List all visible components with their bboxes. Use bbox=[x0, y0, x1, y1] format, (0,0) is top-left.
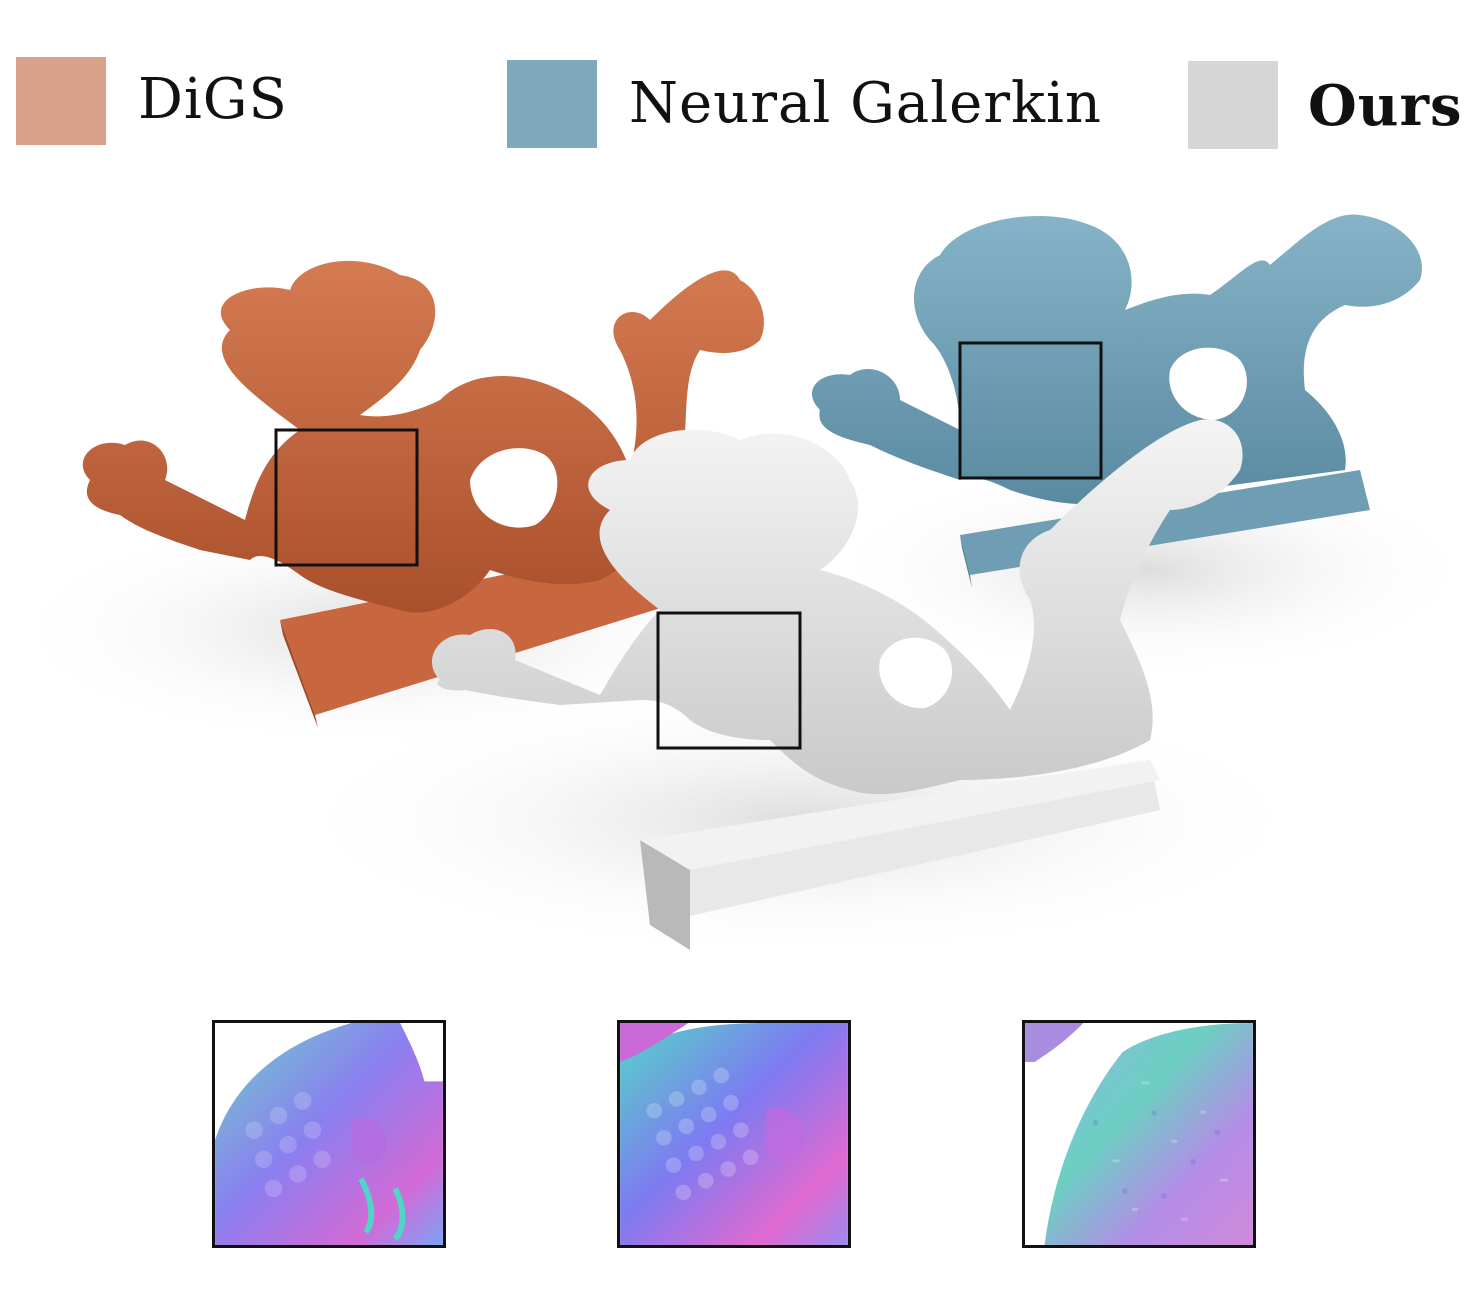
dragon-hole bbox=[470, 448, 558, 528]
legend-label-digs: DiGS bbox=[138, 67, 288, 132]
dragon-hole bbox=[1169, 347, 1247, 420]
inset-ours bbox=[617, 1020, 851, 1248]
dragon-base bbox=[280, 535, 735, 715]
dragon-base-side bbox=[960, 535, 972, 588]
legend: DiGS Neural Galerkin Ours bbox=[0, 55, 1471, 155]
zoom-box-neural-galerkin bbox=[958, 341, 1103, 480]
inset-digs bbox=[212, 1020, 446, 1248]
dragon-ours bbox=[431, 419, 1243, 950]
dragon-body bbox=[82, 260, 764, 613]
legend-swatch-digs bbox=[16, 57, 106, 145]
normal-map-closeup-icon bbox=[1025, 1023, 1253, 1245]
legend-swatch-neural-galerkin bbox=[507, 60, 597, 148]
dragon-renders bbox=[0, 214, 1471, 960]
inset-neural-galerkin bbox=[1022, 1020, 1256, 1248]
dragon-digs bbox=[82, 260, 764, 728]
dragon-body bbox=[811, 214, 1422, 505]
zoom-box-digs bbox=[274, 428, 419, 567]
dragon-base-top bbox=[640, 760, 1160, 870]
zoom-box-ours bbox=[656, 611, 802, 750]
dragon-hole bbox=[879, 637, 953, 709]
dragon-body bbox=[431, 419, 1243, 795]
legend-swatch-ours bbox=[1188, 61, 1278, 149]
dragon-base-side bbox=[280, 620, 318, 728]
normal-map-closeup-icon bbox=[215, 1023, 443, 1245]
normal-map-insets bbox=[0, 1020, 1471, 1255]
normal-map-closeup-icon bbox=[620, 1023, 848, 1245]
legend-label-ours: Ours bbox=[1308, 73, 1463, 139]
legend-label-neural-galerkin: Neural Galerkin bbox=[629, 71, 1102, 136]
dragon-base-side bbox=[640, 840, 690, 950]
